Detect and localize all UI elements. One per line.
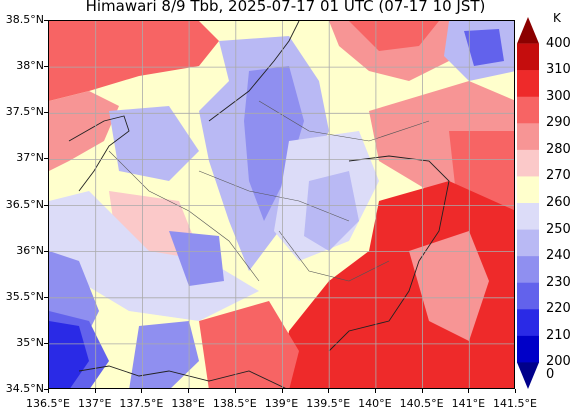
colorbar-cell [517, 256, 539, 284]
lat-tick [44, 296, 48, 298]
colorbar-tick-label: 290 [546, 115, 571, 131]
temperature-field [109, 106, 199, 181]
colorbar-extend-min [517, 362, 539, 389]
lon-tick [48, 389, 49, 393]
lon-tick-label: 138.5°E [212, 397, 257, 410]
colorbar-cell [517, 203, 539, 230]
lat-tick [44, 204, 48, 206]
lon-tick [468, 389, 470, 393]
lat-tick-label: 35°N [16, 335, 44, 349]
temperature-field [49, 21, 219, 101]
lat-tick-label: 38.5°N [5, 13, 44, 26]
temperature-field [49, 321, 89, 388]
colorbar-tick-label: 250 [546, 221, 571, 237]
lon-tick-label: 138°E [171, 397, 205, 410]
gridlines [49, 21, 514, 388]
lon-tick [421, 389, 423, 393]
lat-tick [44, 66, 48, 68]
lon-tick-label: 137°E [77, 397, 112, 410]
temperature-field [304, 171, 359, 251]
lon-tick [328, 389, 330, 393]
lon-tick [281, 389, 283, 393]
colorbar-tick-label: 200 [546, 354, 571, 370]
colorbar-tick-label: 400 [546, 35, 571, 51]
prefecture-boundaries-icon [108, 100, 430, 282]
colorbar-cell [517, 43, 539, 71]
temperature-field [464, 29, 504, 66]
lon-tick-label: 140°E [358, 397, 392, 410]
lon-tick [515, 389, 516, 393]
colorbar-extend-max [517, 17, 539, 44]
temperature-field [349, 21, 439, 51]
colorbar-cell [517, 149, 539, 177]
colorbar-cell [517, 96, 539, 124]
colorbar-tick-label: 280 [546, 141, 571, 157]
colorbar-tick-label: 220 [546, 301, 571, 317]
lon-tick-label: 140.5°E [399, 397, 444, 410]
colorbar-unit: K [553, 11, 561, 25]
lat-tick-label: 37.5°N [5, 105, 44, 119]
temperature-field [244, 66, 304, 221]
temperature-field [129, 321, 199, 388]
lon-tick-label: 141°E [451, 397, 486, 410]
lat-tick [44, 342, 48, 344]
lat-tick [44, 20, 48, 21]
lat-tick [44, 158, 48, 160]
temperature-field [49, 91, 119, 171]
colorbar-cell [517, 335, 539, 363]
colorbar-cell [517, 309, 539, 337]
temperature-field [169, 231, 224, 286]
lat-tick [44, 112, 48, 114]
lat-tick-label: 34.5°N [5, 382, 44, 395]
lon-tick-label: 141.5°E [493, 397, 537, 410]
lat-tick-label: 38°N [16, 59, 44, 73]
colorbar-tick-label: 310 [546, 62, 571, 78]
colorbar-tick-label: 260 [546, 195, 571, 210]
colorbar-cell [517, 229, 539, 257]
colorbar-tick-label: 0 [546, 367, 555, 383]
lat-tick-label: 36°N [16, 243, 44, 257]
lon-tick-label: 139.5°E [306, 397, 351, 410]
lat-tick-label: 37°N [16, 151, 44, 165]
lon-tick-label: 139°E [264, 397, 299, 410]
colorbar-cell [517, 282, 539, 310]
colorbar-tick-label: 300 [546, 88, 571, 104]
colorbar-tick-label: 230 [546, 274, 571, 290]
satellite-map[interactable] [48, 20, 515, 389]
temperature-field [49, 191, 259, 321]
lat-tick-label: 35.5°N [5, 289, 44, 303]
colorbar-tick-label: 210 [546, 327, 571, 343]
lat-tick [44, 389, 48, 390]
temperature-field [199, 301, 299, 388]
lon-tick [234, 389, 236, 393]
colorbar-tick-label: 240 [546, 248, 571, 264]
colorbar-cell [517, 176, 539, 204]
colorbar [517, 17, 539, 389]
lon-tick-label: 136.5°E [26, 397, 70, 410]
lon-tick [141, 389, 143, 393]
temperature-field [279, 181, 514, 388]
map-plot [49, 21, 514, 388]
lon-tick [374, 389, 376, 393]
lat-tick [44, 250, 48, 252]
map-title: Himawari 8/9 Tbb, 2025-07-17 01 UTC (07-… [85, 0, 486, 15]
colorbar-cell [517, 70, 539, 98]
lat-tick-label: 36.5°N [5, 197, 44, 211]
lon-tick [188, 389, 190, 393]
lon-tick-label: 137.5°E [119, 397, 164, 410]
colorbar-tick-label: 270 [546, 168, 571, 184]
colorbar-cell [517, 123, 539, 151]
lon-tick [94, 389, 96, 393]
